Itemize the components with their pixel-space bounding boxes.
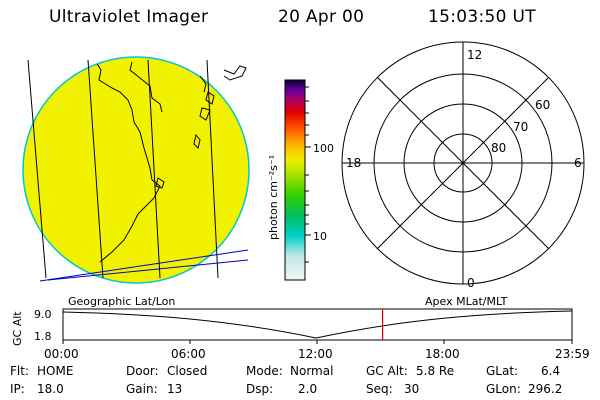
mlat-label: 80 <box>491 141 506 155</box>
mlt-label-dusk: 18 <box>346 156 361 170</box>
colorbar-label: photon cm⁻²s⁻¹ <box>267 155 280 240</box>
gain-label: Gain: <box>126 382 158 396</box>
gc-alt-label: GC Alt: <box>366 364 408 378</box>
timeline-caption-left: Geographic Lat/Lon <box>68 295 175 308</box>
island-outline <box>193 133 201 149</box>
glat-value: 6.4 <box>541 364 561 378</box>
timeline-y-tick: 1.8 <box>34 330 52 343</box>
latitude-line <box>47 259 249 281</box>
island-outline <box>199 107 211 121</box>
mode-value: Normal <box>290 364 334 378</box>
timeline-y-label: GC Alt <box>11 311 24 346</box>
mlt-label-midnight: 0 <box>467 276 475 290</box>
latitude-line <box>39 249 249 282</box>
timeline-x-tick: 06:00 <box>171 347 206 361</box>
mlt-label-noon: 12 <box>467 48 482 62</box>
door-value: Closed <box>167 364 208 378</box>
gain-value: 13 <box>167 382 183 396</box>
mlat-label: 70 <box>513 120 528 134</box>
island-outline <box>155 177 165 189</box>
colorbar-tick-label: 100 <box>313 142 334 155</box>
gc-alt-value: 5.8 Re <box>416 364 455 378</box>
meridian-line <box>147 59 161 279</box>
glon-label: GLon: <box>486 382 521 396</box>
color-scale <box>284 79 306 281</box>
seq-label: Seq: <box>366 382 393 396</box>
mlt-label-dawn: 6 <box>574 156 582 170</box>
coastline <box>205 91 215 105</box>
altitude-curve <box>62 310 573 339</box>
glat-label: GLat: <box>486 364 519 378</box>
color-bar: 100 10 photon cm⁻²s⁻¹ <box>267 79 334 281</box>
flight-value: HOME <box>37 364 74 378</box>
ip-value: 18.0 <box>37 382 64 396</box>
timeline-caption-right: Apex MLat/MLT <box>425 295 508 308</box>
timeline-x-tick: 23:59 <box>555 347 590 361</box>
meridian-line <box>27 59 47 279</box>
polar-mlt-plot <box>341 41 585 285</box>
timeline-x-tick: 12:00 <box>298 347 333 361</box>
orbit-timeline: Geographic Lat/Lon Apex MLat/MLT GC Alt … <box>11 295 590 361</box>
image-time: 15:03:50 UT <box>428 7 536 27</box>
timeline-x-tick: 00:00 <box>44 347 79 361</box>
mlat-label: 60 <box>535 98 550 112</box>
image-date: 20 Apr 00 <box>278 7 365 27</box>
timeline-y-tick: 9.0 <box>34 308 52 321</box>
coastline <box>129 61 163 113</box>
geographic-map <box>22 56 250 284</box>
coastline <box>199 75 207 93</box>
coastline <box>223 65 247 81</box>
glon-value: 296.2 <box>528 382 563 396</box>
app-title: Ultraviolet Imager <box>49 7 209 27</box>
mode-label: Mode: <box>246 364 283 378</box>
door-label: Door: <box>126 364 159 378</box>
meridian-line <box>87 59 104 279</box>
coastline <box>95 61 161 263</box>
dsp-value: 2.0 <box>298 382 318 396</box>
dsp-label: Dsp: <box>246 382 274 396</box>
meridian-line <box>206 59 219 279</box>
seq-value: 30 <box>404 382 420 396</box>
colorbar-tick-label: 10 <box>313 230 327 243</box>
flight-label: Flt: <box>10 364 29 378</box>
polar-axis <box>376 76 550 250</box>
timeline-x-tick: 18:00 <box>425 347 460 361</box>
ip-label: IP: <box>10 382 25 396</box>
uv-disk-image <box>22 56 250 284</box>
